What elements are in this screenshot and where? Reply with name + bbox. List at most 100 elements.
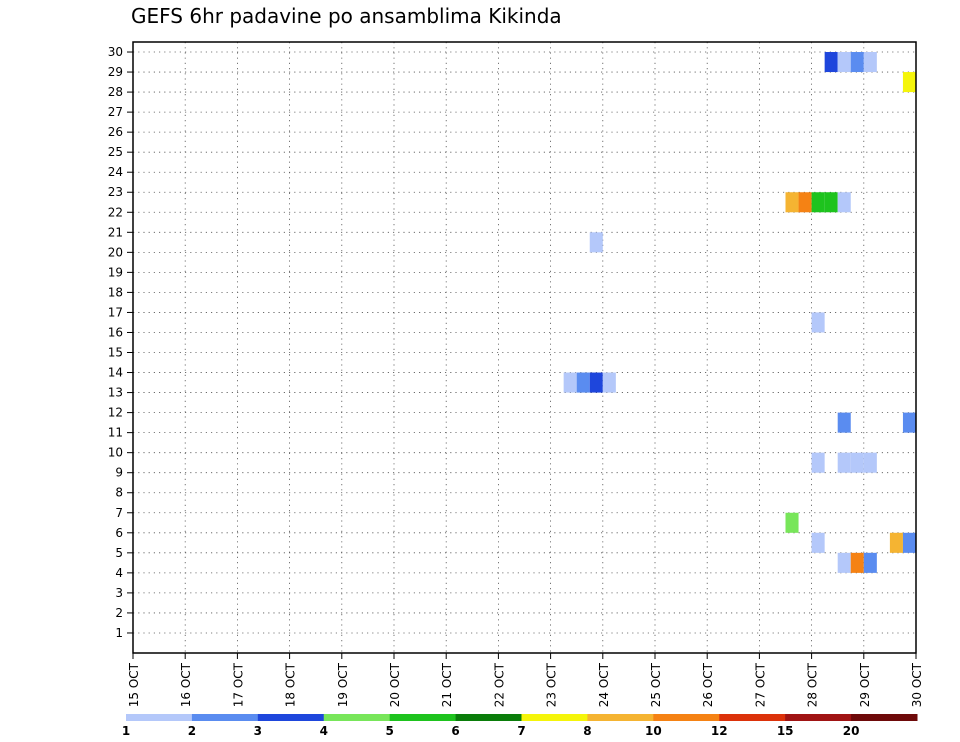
legend-color-swatch (719, 714, 786, 721)
y-tick-label: 7 (115, 506, 123, 520)
heatmap-cell (563, 372, 577, 393)
y-tick-label: 22 (108, 205, 123, 219)
y-tick-label: 23 (108, 185, 123, 199)
x-tick-label: 19 OCT (336, 662, 350, 707)
legend-label: 1 (122, 724, 130, 738)
x-tick-label: 30 OCT (910, 662, 924, 707)
heatmap-cell (798, 192, 812, 213)
heatmap-cell (785, 512, 799, 533)
x-tick-label: 24 OCT (597, 662, 611, 707)
legend-label: 3 (254, 724, 262, 738)
heatmap-cell (902, 412, 916, 433)
legend-label: 2 (188, 724, 196, 738)
legend-label: 20 (843, 724, 860, 738)
legend-color-swatch (126, 714, 193, 721)
x-tick-label: 22 OCT (492, 662, 506, 707)
y-tick-label: 21 (108, 225, 123, 239)
heatmap-cell (902, 532, 916, 553)
legend-label: 5 (385, 724, 393, 738)
heatmap-cell (811, 452, 825, 473)
x-tick-label: 16 OCT (179, 662, 193, 707)
y-tick-label: 27 (108, 105, 123, 119)
y-tick-label: 24 (108, 165, 123, 179)
y-tick-label: 4 (115, 566, 123, 580)
heatmap-cell (850, 52, 864, 73)
x-tick-label: 17 OCT (231, 662, 245, 707)
heatmap-cell (785, 192, 799, 213)
y-tick-label: 30 (108, 45, 123, 59)
legend-color-swatch (785, 714, 852, 721)
heatmap-cell (902, 72, 916, 93)
chart-title: GEFS 6hr padavine po ansamblima Kikinda (131, 4, 562, 28)
legend-color-swatch (257, 714, 325, 721)
legend-label: 10 (645, 724, 662, 738)
heatmap-cell (589, 372, 603, 393)
heatmap-cell (889, 532, 903, 553)
legend-label: 7 (517, 724, 525, 738)
y-tick-label: 25 (108, 145, 123, 159)
x-tick-label: 20 OCT (388, 662, 402, 707)
legend-label: 6 (451, 724, 459, 738)
x-tick-label: 25 OCT (649, 662, 663, 707)
legend-color-swatch (851, 714, 918, 721)
legend-color-swatch (389, 714, 457, 721)
y-tick-label: 2 (115, 606, 123, 620)
heatmap-cell (837, 452, 851, 473)
heatmap-cell (837, 52, 851, 73)
legend-label: 4 (320, 724, 328, 738)
x-tick-label: 27 OCT (753, 662, 767, 707)
x-tick-label: 29 OCT (858, 662, 872, 707)
plot-frame (132, 41, 917, 654)
legend-label: 8 (583, 724, 591, 738)
y-tick-label: 1 (115, 626, 123, 640)
heatmap-cell (576, 372, 590, 393)
heatmap-cell (850, 552, 864, 573)
y-tick-label: 12 (108, 406, 123, 420)
y-tick-label: 11 (108, 426, 123, 440)
y-tick-label: 26 (108, 125, 123, 139)
x-tick-label: 21 OCT (440, 662, 454, 707)
heatmap-cell (824, 52, 838, 73)
legend-color-swatch (521, 714, 588, 721)
y-tick-label: 16 (108, 325, 123, 339)
y-tick-label: 3 (115, 586, 123, 600)
legend-label: 12 (711, 724, 728, 738)
heatmap-cell (811, 192, 825, 213)
heatmap-cell (863, 52, 877, 73)
x-tick-label: 23 OCT (545, 662, 559, 707)
y-tick-label: 29 (108, 65, 123, 79)
heatmap-cell (824, 192, 838, 213)
heatmap-cell (850, 452, 864, 473)
y-tick-label: 6 (115, 526, 123, 540)
legend-label: 15 (777, 724, 794, 738)
y-tick-label: 13 (108, 386, 123, 400)
y-tick-label: 14 (108, 366, 123, 380)
legend-color-swatch (455, 714, 522, 721)
y-tick-label: 15 (108, 346, 123, 360)
heatmap-cell (863, 552, 877, 573)
y-tick-label: 18 (108, 285, 123, 299)
heatmap-cell (811, 532, 825, 553)
y-tick-label: 17 (108, 305, 123, 319)
y-tick-label: 20 (108, 245, 123, 259)
heatmap-cell (863, 452, 877, 473)
x-tick-label: 28 OCT (806, 662, 820, 707)
y-tick-label: 8 (115, 486, 123, 500)
legend-color-swatch (191, 714, 259, 721)
heatmap-cell (589, 232, 603, 253)
y-tick-label: 10 (108, 446, 123, 460)
heatmap-cell (837, 412, 851, 433)
y-tick-label: 28 (108, 85, 123, 99)
heatmap-cell (811, 312, 825, 333)
legend-color-swatch (587, 714, 654, 721)
y-tick-label: 19 (108, 265, 123, 279)
y-tick-label: 9 (115, 466, 123, 480)
legend-color-swatch (653, 714, 720, 721)
legend-color-swatch (323, 714, 391, 721)
x-tick-label: 26 OCT (701, 662, 715, 707)
x-tick-label: 15 OCT (127, 662, 141, 707)
heatmap-cell (837, 552, 851, 573)
heatmap-cell (837, 192, 851, 213)
